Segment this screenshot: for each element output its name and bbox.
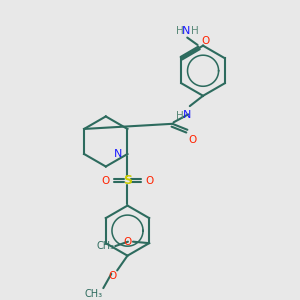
Text: O: O xyxy=(146,176,154,185)
Text: O: O xyxy=(124,237,132,247)
Text: CH₃: CH₃ xyxy=(96,241,114,250)
Text: N: N xyxy=(183,110,192,120)
Text: N: N xyxy=(114,149,122,159)
Text: H: H xyxy=(176,26,184,36)
Text: H: H xyxy=(176,110,183,121)
Text: CH₃: CH₃ xyxy=(84,289,102,299)
Text: O: O xyxy=(108,271,116,281)
Text: H: H xyxy=(191,26,199,36)
Text: N: N xyxy=(182,26,190,36)
Text: O: O xyxy=(101,176,109,185)
Text: O: O xyxy=(188,135,196,145)
Text: S: S xyxy=(123,174,132,187)
Text: O: O xyxy=(201,36,209,46)
